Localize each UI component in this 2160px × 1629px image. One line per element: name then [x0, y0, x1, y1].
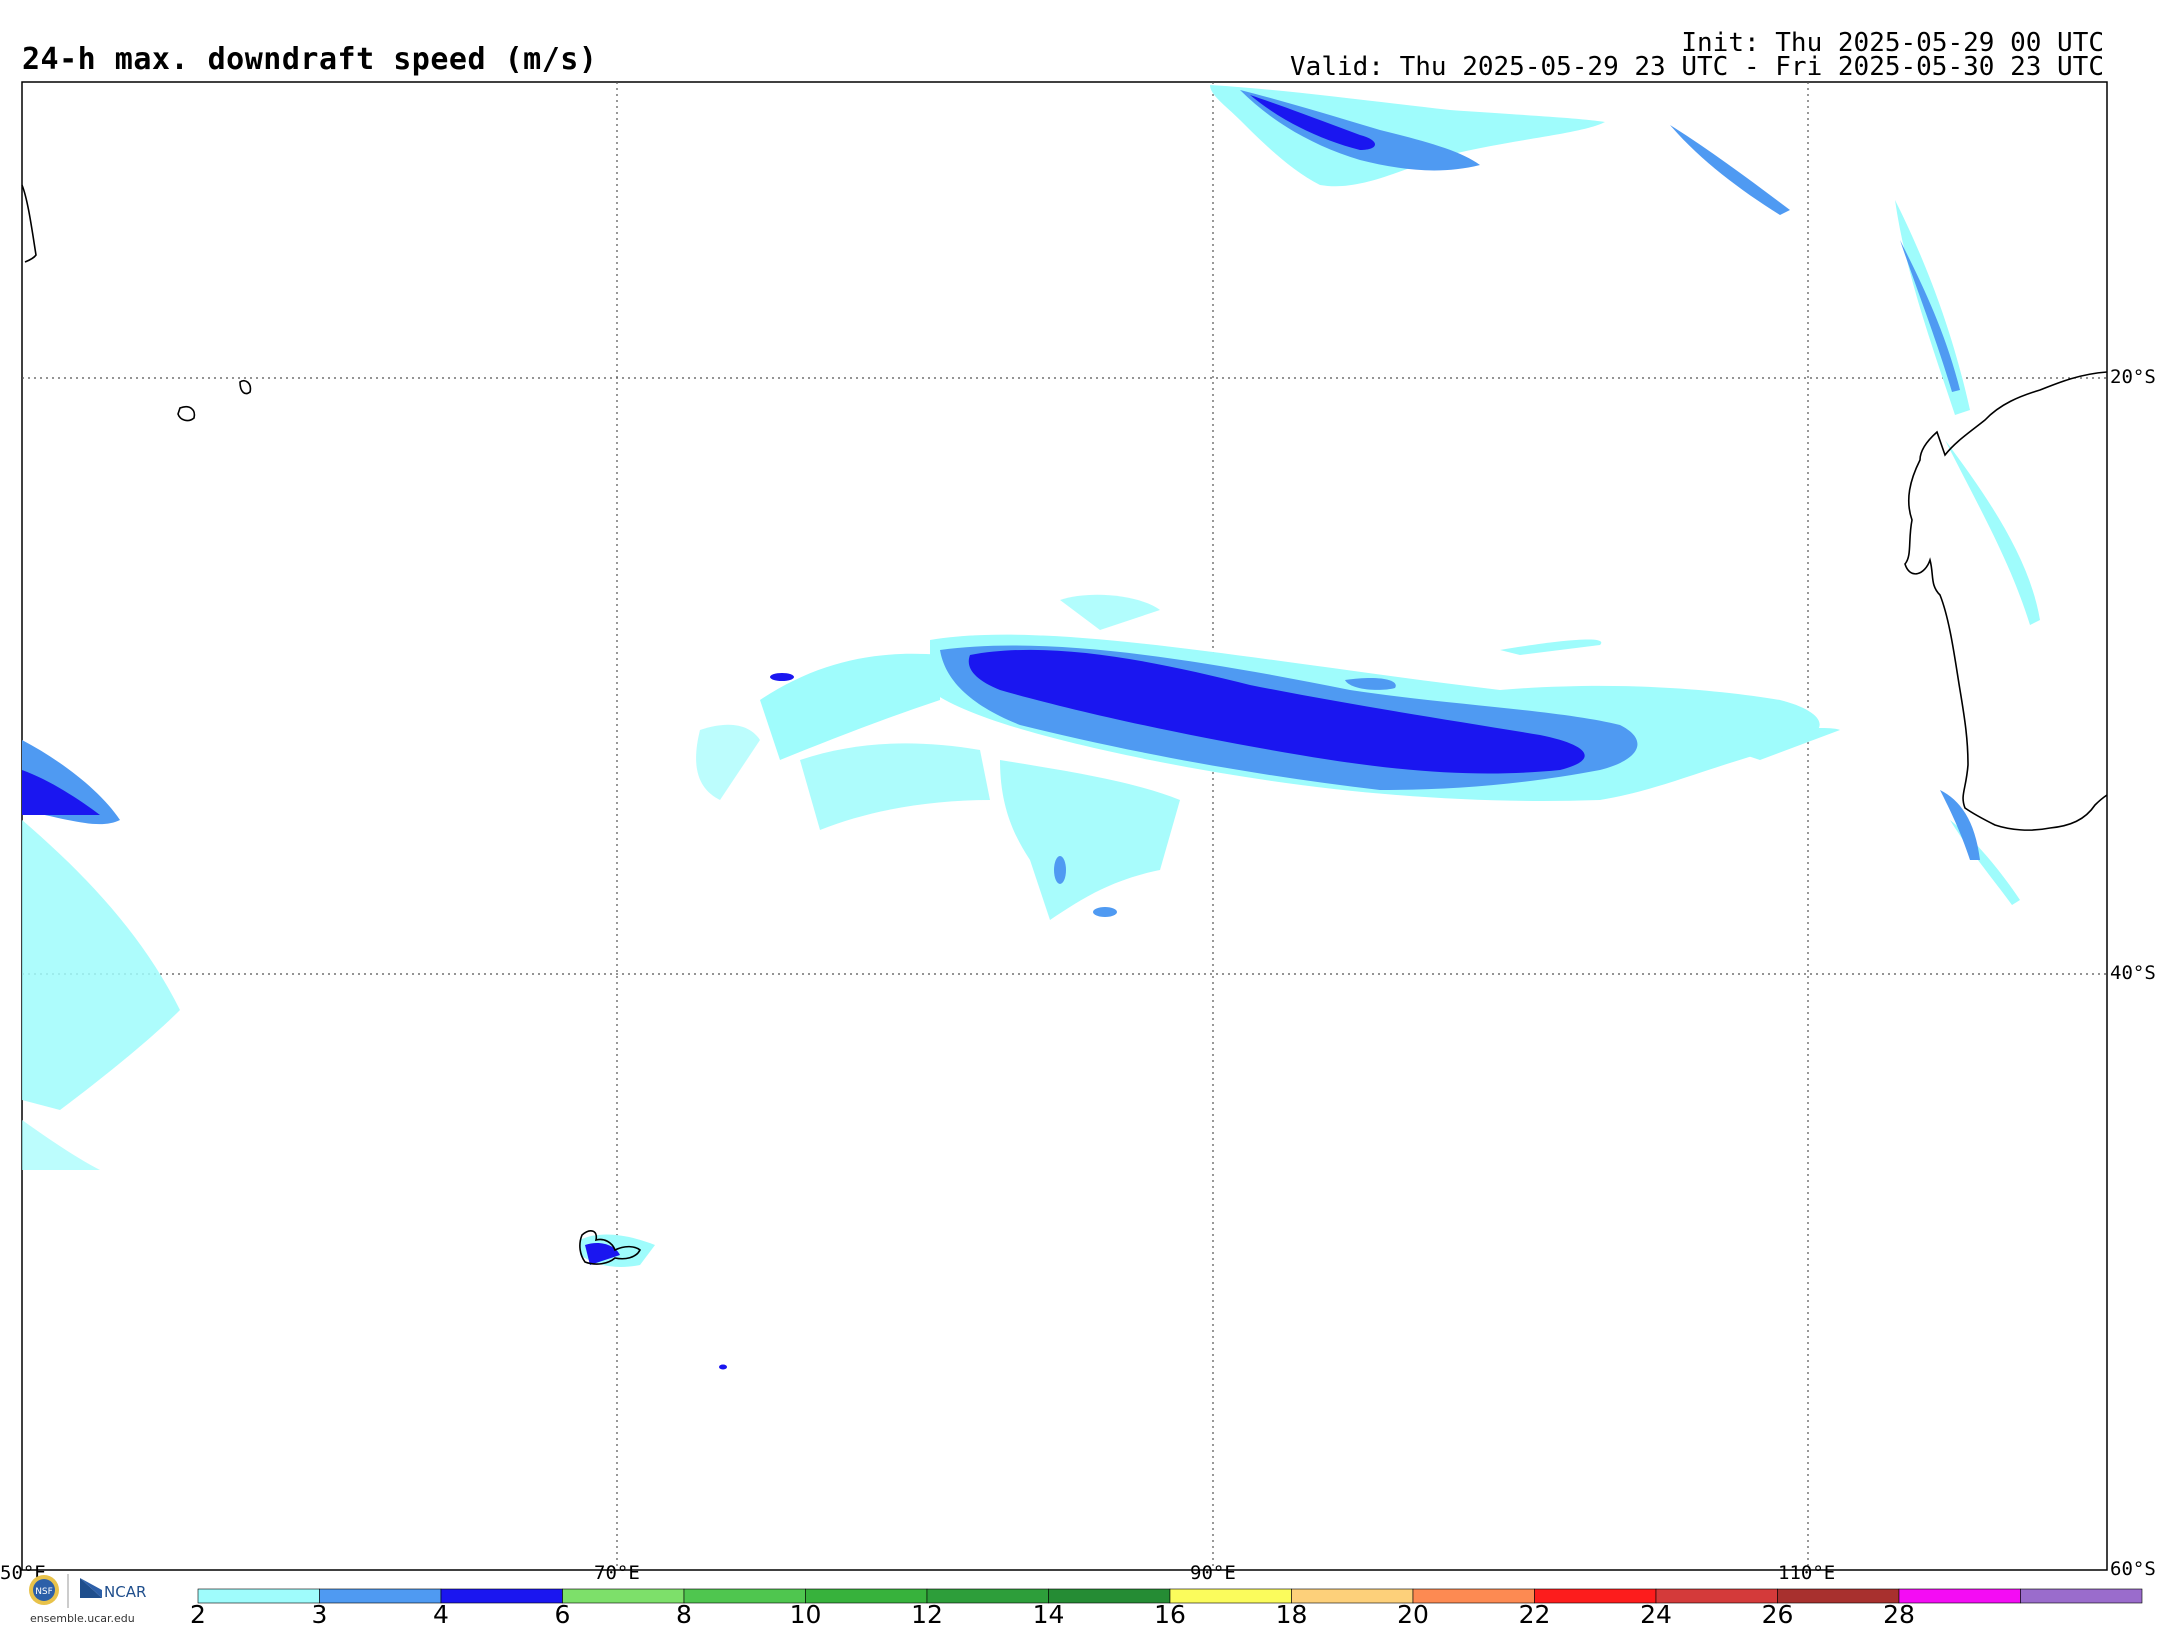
colorbar-tick-label: 6 [554, 1600, 571, 1629]
colorbar-tick-label: 12 [911, 1600, 943, 1629]
lat-label-60s: 60°S [2110, 1558, 2156, 1580]
svg-text:NSF: NSF [35, 1587, 53, 1597]
colorbar-tick-label: 24 [1640, 1600, 1672, 1629]
site-url: ensemble.ucar.edu [30, 1612, 135, 1625]
downdraft-west-patch [22, 740, 180, 1170]
lon-label-110e: 110°E [1778, 1562, 1836, 1584]
colorbar-tick-label: 2 [190, 1600, 206, 1629]
lon-label-90e: 90°E [1190, 1562, 1236, 1584]
lat-label-20s: 20°S [2110, 366, 2156, 388]
colorbar-tick-label: 10 [789, 1600, 822, 1629]
colorbar-tick-label: 16 [1154, 1600, 1186, 1629]
init-time: Init: Thu 2025-05-29 00 UTC [1681, 28, 2104, 58]
kerguelen-downdraft [580, 1234, 727, 1370]
colorbar-tick-label: 20 [1397, 1600, 1429, 1629]
valid-time: Valid: Thu 2025-05-29 23 UTC - Fri 2025-… [1290, 52, 2104, 82]
colorbar-tick-label: 3 [311, 1600, 328, 1629]
nsf-logo-icon: NSF [29, 1575, 59, 1605]
colorbar-tick-label: 18 [1275, 1600, 1308, 1629]
mauritius-island [239, 379, 252, 395]
colorbar-tick-label: 8 [676, 1600, 692, 1629]
downdraft-streaks [696, 594, 1840, 920]
nsf-ncar-logo: NSF NCAR [29, 1574, 146, 1608]
colorbar-tick-label: 26 [1761, 1600, 1794, 1629]
madagascar-coast [21, 184, 37, 263]
lon-label-50e: 50°E [0, 1562, 46, 1584]
colorbar-tick-label: 14 [1032, 1600, 1065, 1629]
map-title: 24-h max. downdraft speed (m/s) [22, 42, 598, 77]
australia-coast [1904, 371, 2108, 831]
ncar-logo-text: NCAR [104, 1583, 146, 1601]
graticule [22, 82, 2107, 1570]
downdraft-australia-strip [1895, 200, 2040, 905]
colorbar-tick-label: 4 [433, 1600, 449, 1629]
downdraft-main-band [930, 634, 1820, 801]
colorbar-tick-label: 22 [1518, 1600, 1551, 1629]
colorbar-tick-label: 28 [1883, 1600, 1915, 1629]
kerguelen-coast [579, 1230, 642, 1265]
downdraft-north-patch [1210, 85, 1790, 215]
coastlines [21, 184, 2108, 1265]
lat-label-40s: 40°S [2110, 962, 2156, 984]
downdraft-dark-spots [770, 673, 1117, 917]
lon-label-70e: 70°E [594, 1562, 640, 1584]
ncar-logo-icon: NCAR [80, 1578, 146, 1601]
reunion-island [177, 405, 196, 422]
